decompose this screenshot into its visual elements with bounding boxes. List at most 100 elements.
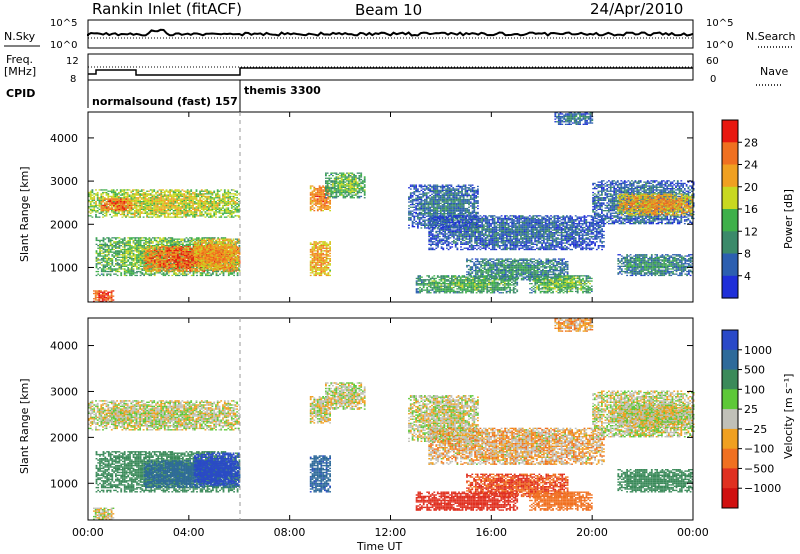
power-cell: [169, 190, 171, 192]
power-cell: [165, 189, 168, 191]
power-cell: [145, 238, 147, 240]
power-cell: [141, 268, 144, 270]
power-cell: [208, 264, 211, 266]
power-cell: [185, 197, 187, 199]
power-cell: [227, 201, 230, 203]
power-cell: [126, 193, 129, 195]
power-cell: [120, 254, 123, 256]
power-cell: [103, 292, 106, 295]
power-cell: [311, 255, 314, 257]
power-cell: [204, 211, 207, 213]
power-cell: [193, 197, 196, 199]
power-cell: [232, 260, 235, 262]
power-cell: [144, 193, 147, 195]
power-cell: [322, 252, 324, 255]
power-cell: [218, 212, 221, 214]
power-cell: [129, 263, 131, 265]
power-cell: [183, 210, 186, 212]
power-cell: [100, 268, 103, 270]
power-cell: [133, 216, 136, 218]
power-cell: [238, 210, 240, 212]
power-cell: [135, 197, 138, 199]
power-cell: [120, 248, 123, 251]
power-cell: [202, 265, 205, 267]
power-cell: [140, 212, 143, 214]
power-cell: [187, 241, 190, 243]
power-cell: [318, 259, 321, 261]
power-cell: [115, 246, 117, 248]
power-cell: [223, 202, 226, 204]
power-cell: [100, 245, 103, 247]
power-cell: [122, 263, 124, 265]
power-cell: [107, 195, 110, 198]
power-cell: [179, 210, 182, 212]
power-cell: [235, 270, 237, 272]
power-cell: [151, 213, 154, 216]
power-cell: [109, 207, 111, 209]
power-cell: [213, 258, 216, 260]
power-cell: [143, 267, 146, 270]
power-cell: [189, 253, 192, 255]
power-cell: [225, 251, 228, 253]
power-cell: [162, 189, 164, 191]
power-cell: [309, 263, 312, 265]
power-cell: [190, 238, 193, 240]
power-cell: [182, 239, 184, 242]
power-cell: [216, 250, 219, 252]
power-cell: [192, 251, 195, 253]
power-cell: [187, 253, 190, 255]
power-cell: [238, 201, 240, 203]
power-cell: [88, 207, 90, 209]
power-cell: [163, 191, 166, 194]
power-cell: [197, 208, 200, 210]
power-cell: [103, 199, 106, 201]
power-cell: [132, 242, 135, 244]
power-cell: [106, 259, 108, 261]
power-cell: [166, 247, 169, 249]
power-cell: [201, 270, 204, 272]
power-cell: [233, 245, 235, 247]
power-cell: [192, 206, 194, 208]
power-cell: [142, 201, 145, 203]
power-cell: [223, 254, 226, 256]
power-cell: [227, 203, 230, 205]
power-cell: [315, 264, 317, 266]
power-cell: [216, 267, 219, 269]
power-cell: [187, 252, 190, 254]
power-cell: [322, 242, 324, 244]
power-cell: [113, 252, 115, 255]
power-cell: [123, 259, 126, 261]
power-cell: [226, 246, 228, 248]
power-cell: [316, 254, 319, 256]
power-cell: [225, 247, 228, 249]
power-cell: [199, 193, 201, 195]
power-cell: [220, 202, 223, 204]
power-cell: [186, 206, 189, 208]
power-cell: [143, 258, 146, 261]
power-cell: [227, 238, 230, 240]
power-cell: [121, 198, 124, 200]
power-cell: [136, 243, 138, 245]
power-cell: [213, 199, 216, 201]
power-cell: [185, 264, 188, 266]
power-cell: [95, 193, 97, 195]
power-cell: [189, 260, 191, 262]
power-cell: [189, 251, 192, 253]
power-cell: [211, 239, 214, 242]
power-cell: [197, 247, 200, 249]
power-cell: [316, 256, 319, 258]
power-cell: [160, 261, 163, 264]
power-cell: [190, 213, 193, 216]
power-cell: [100, 298, 102, 300]
power-cell: [217, 274, 220, 277]
power-cell: [129, 261, 131, 264]
power-cell: [133, 199, 136, 201]
power-cell: [221, 261, 223, 263]
power-cell: [140, 193, 143, 195]
power-cell: [167, 242, 170, 244]
power-cell: [191, 251, 193, 253]
power-cell: [159, 270, 162, 272]
power-cell: [155, 257, 158, 259]
power-cell: [197, 260, 200, 262]
power-cell: [98, 198, 101, 200]
